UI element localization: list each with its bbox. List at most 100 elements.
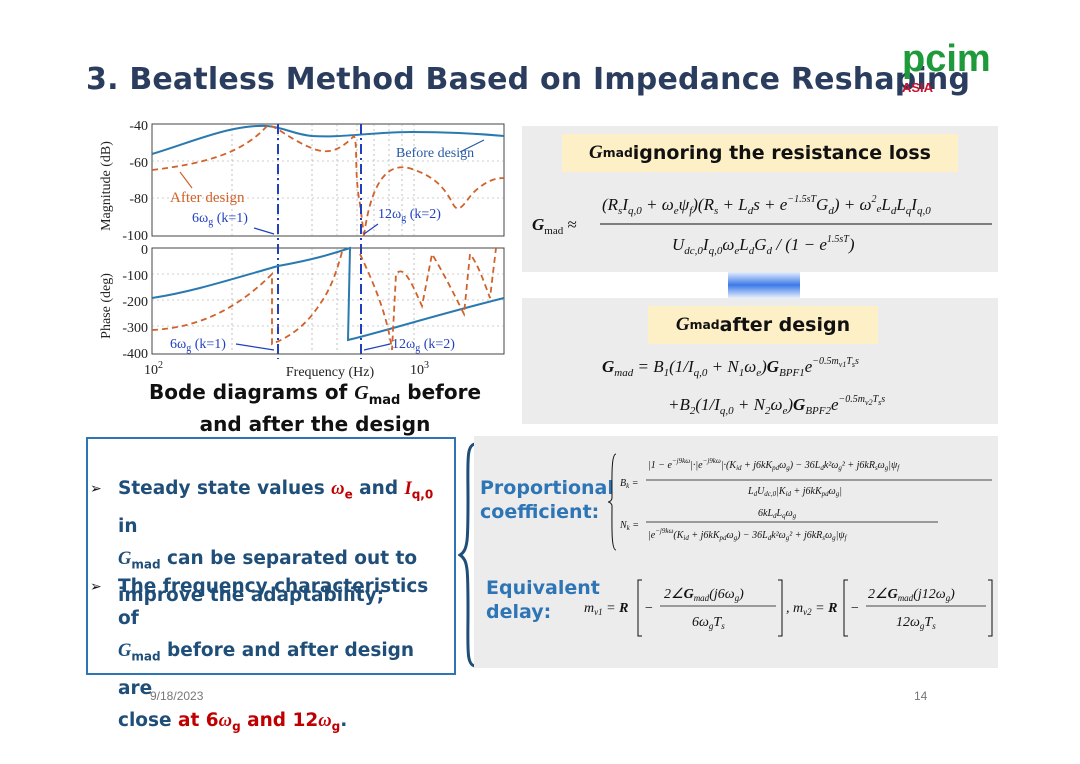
mv-equations: mv1 = R − 2∠Gmad(j6ωg) 6ωgTs , mv2 = R −… (584, 579, 993, 637)
mag-plot-frame (151, 123, 505, 237)
marker-6wg-mag: 6ωg (k=1) (192, 211, 248, 228)
header-text: after design (719, 314, 851, 336)
bode-diagram: Magnitude (dB) Phase (deg) -40 -60 -80 -… (99, 119, 505, 380)
footer-page-number: 14 (914, 689, 928, 703)
label-line: coefficient: (480, 501, 600, 523)
gmad-symbol: G (118, 548, 132, 569)
svg-text:Gmad = B1(1/Iq,0 + N1ωe)GBPF1e: Gmad = B1(1/Iq,0 + N1ωe)GBPF1e−0.5mv1Tss (602, 356, 859, 379)
phase-after-curve (151, 247, 497, 351)
bullet-arrow-icon: ➢ (90, 579, 102, 595)
marker-6wg-phase: 6ωg (k=1) (170, 337, 226, 354)
svg-text:6kLdLqωg: 6kLdLqωg (758, 508, 797, 520)
subscript: g (331, 719, 341, 734)
bullet-text: . (340, 709, 348, 731)
header-subscript: mad (689, 318, 720, 332)
mag-tick: -60 (129, 156, 148, 171)
bullet-text: in (118, 515, 138, 537)
subscript: q,0 (411, 487, 434, 502)
label-line: Proportional (480, 477, 614, 499)
header-symbol: G (589, 142, 603, 163)
subscript: g (232, 719, 241, 734)
logo-subtext: ASIA (902, 80, 934, 95)
svg-text:−: − (644, 601, 653, 616)
mag-after-curve (151, 124, 505, 237)
svg-text:Gmad ≈: Gmad ≈ (532, 215, 577, 237)
footer-date: 9/18/2023 (150, 689, 204, 703)
iq-symbol: I (404, 479, 412, 499)
coefficient-panel: Proportional coefficient: Equivalent del… (474, 436, 998, 668)
x-tick-100: 102 (144, 360, 163, 378)
legend-after-design: After design (170, 190, 245, 206)
svg-text:+B2(1/Iq,0 + N2ωe)GBPF2e−0.5mv: +B2(1/Iq,0 + N2ωe)GBPF2e−0.5mv2Tss (668, 394, 885, 417)
proportional-coefficient-label: Proportional coefficient: (480, 476, 614, 524)
gmad-symbol: G (118, 641, 132, 661)
caption-symbol: G (354, 382, 369, 404)
marker-12wg-mag: 12ωg (k=2) (378, 207, 441, 224)
bullet-text-red: at 6 (178, 709, 219, 731)
mag-tick: -80 (129, 192, 148, 207)
subscript: e (344, 487, 353, 502)
svg-text:Udc,0Iq,0ωeLdGd / (1 − e1.5sT): Udc,0Iq,0ωeLdGd / (1 − e1.5sT) (672, 234, 855, 257)
mag-before-curve (151, 124, 505, 155)
legend-before-design: Before design (396, 146, 474, 161)
svg-text:Bk =: Bk = (620, 478, 638, 490)
bullet-text: Steady state values (118, 478, 332, 499)
subscript: mad (131, 649, 161, 664)
subscript: mad (131, 557, 161, 572)
svg-text:|1 − e−j9kω|·|e−j9kω|·(Kid + j: |1 − e−j9kω|·|e−j9kω|·(Kid + j6kKpdωg) −… (648, 457, 900, 472)
header-symbol: G (675, 314, 690, 335)
svg-text:LdUdc,0|Kid + j6kKpdωg|: LdUdc,0|Kid + j6kKpdωg| (747, 486, 842, 498)
x-tick-1000: 103 (410, 360, 429, 378)
bullet-text-red: and 12 (240, 709, 319, 731)
svg-text:2∠Gmad(j6ωg): 2∠Gmad(j6ωg) (664, 587, 744, 603)
bullet-text: can be separated out to (160, 547, 418, 569)
logo-text: pcim (902, 38, 991, 80)
x-axis-label: Frequency (Hz) (286, 365, 375, 380)
svg-text:, mv2 = R: , mv2 = R (786, 601, 837, 617)
down-arrow-connector (728, 272, 800, 298)
slide-title: 3. Beatless Method Based on Impedance Re… (86, 62, 971, 97)
bullet-text: improve the adaptability; (118, 585, 385, 607)
pcim-logo: pcim ASIA (902, 40, 991, 95)
header-subscript: mad (602, 146, 633, 160)
caption-text: Bode diagrams of (148, 380, 355, 404)
phase-tick: -400 (122, 347, 148, 362)
bullet-1: ➢ Steady state values ωe and Iq,0 in Gma… (90, 473, 448, 612)
phase-tick: 0 (141, 243, 148, 258)
svg-text:6ωgTs: 6ωgTs (692, 615, 725, 631)
bullet-text: The frequency characteristics of (118, 576, 429, 629)
mag-ylabel: Magnitude (dB) (99, 141, 114, 231)
caption-text: before (400, 380, 482, 404)
svg-text:(RsIq,0 + ωeψf)(Rs + Lds + e−1: (RsIq,0 + ωeψf)(Rs + Lds + e−1.5sTGd) + … (602, 194, 931, 217)
phase-tick: -100 (122, 269, 148, 284)
phase-before-curve (151, 246, 505, 342)
marker-12wg-phase: 12ωg (k=2) (392, 337, 455, 354)
svg-text:|e−j9kω(Kid + j6kKpdωg) − 36Ld: |e−j9kω(Kid + j6kKpdωg) − 36Ldk²ωg² + j6… (648, 527, 848, 542)
curly-brace (458, 442, 477, 668)
bullet-2: ➢ The frequency characteristics of Gmad … (90, 571, 448, 742)
omega-e-symbol: ω (331, 479, 345, 499)
gmad-approx-equation: Gmad ≈ (RsIq,0 + ωeψf)(Rs + Lds + e−1.5s… (532, 194, 992, 257)
bk-nk-equations: Bk = |1 − e−j9kω|·|e−j9kω|·(Kid + j6kKpd… (608, 453, 992, 551)
equivalent-delay-label: Equivalent delay: (486, 576, 600, 624)
label-line: delay: (486, 601, 552, 623)
header-text: ignoring the resistance loss (632, 142, 931, 164)
label-line: Equivalent (486, 577, 600, 599)
bullet-text: close (118, 709, 179, 731)
phase-plot-frame (151, 247, 505, 355)
svg-text:−: − (850, 601, 859, 616)
svg-text:Nk =: Nk = (619, 520, 639, 532)
mag-tick: -100 (122, 229, 148, 244)
phase-ylabel: Phase (deg) (99, 273, 114, 339)
bullet-text: and (352, 478, 405, 499)
svg-text:12ωgTs: 12ωgTs (896, 615, 936, 631)
caption-text-line2: and after the design (199, 412, 431, 436)
svg-text:2∠Gmad(j12ωg): 2∠Gmad(j12ωg) (868, 587, 955, 603)
bullet-text: before and after design are (118, 640, 415, 699)
mag-tick: -40 (129, 119, 148, 134)
omega-g-symbol: ω (218, 710, 233, 731)
